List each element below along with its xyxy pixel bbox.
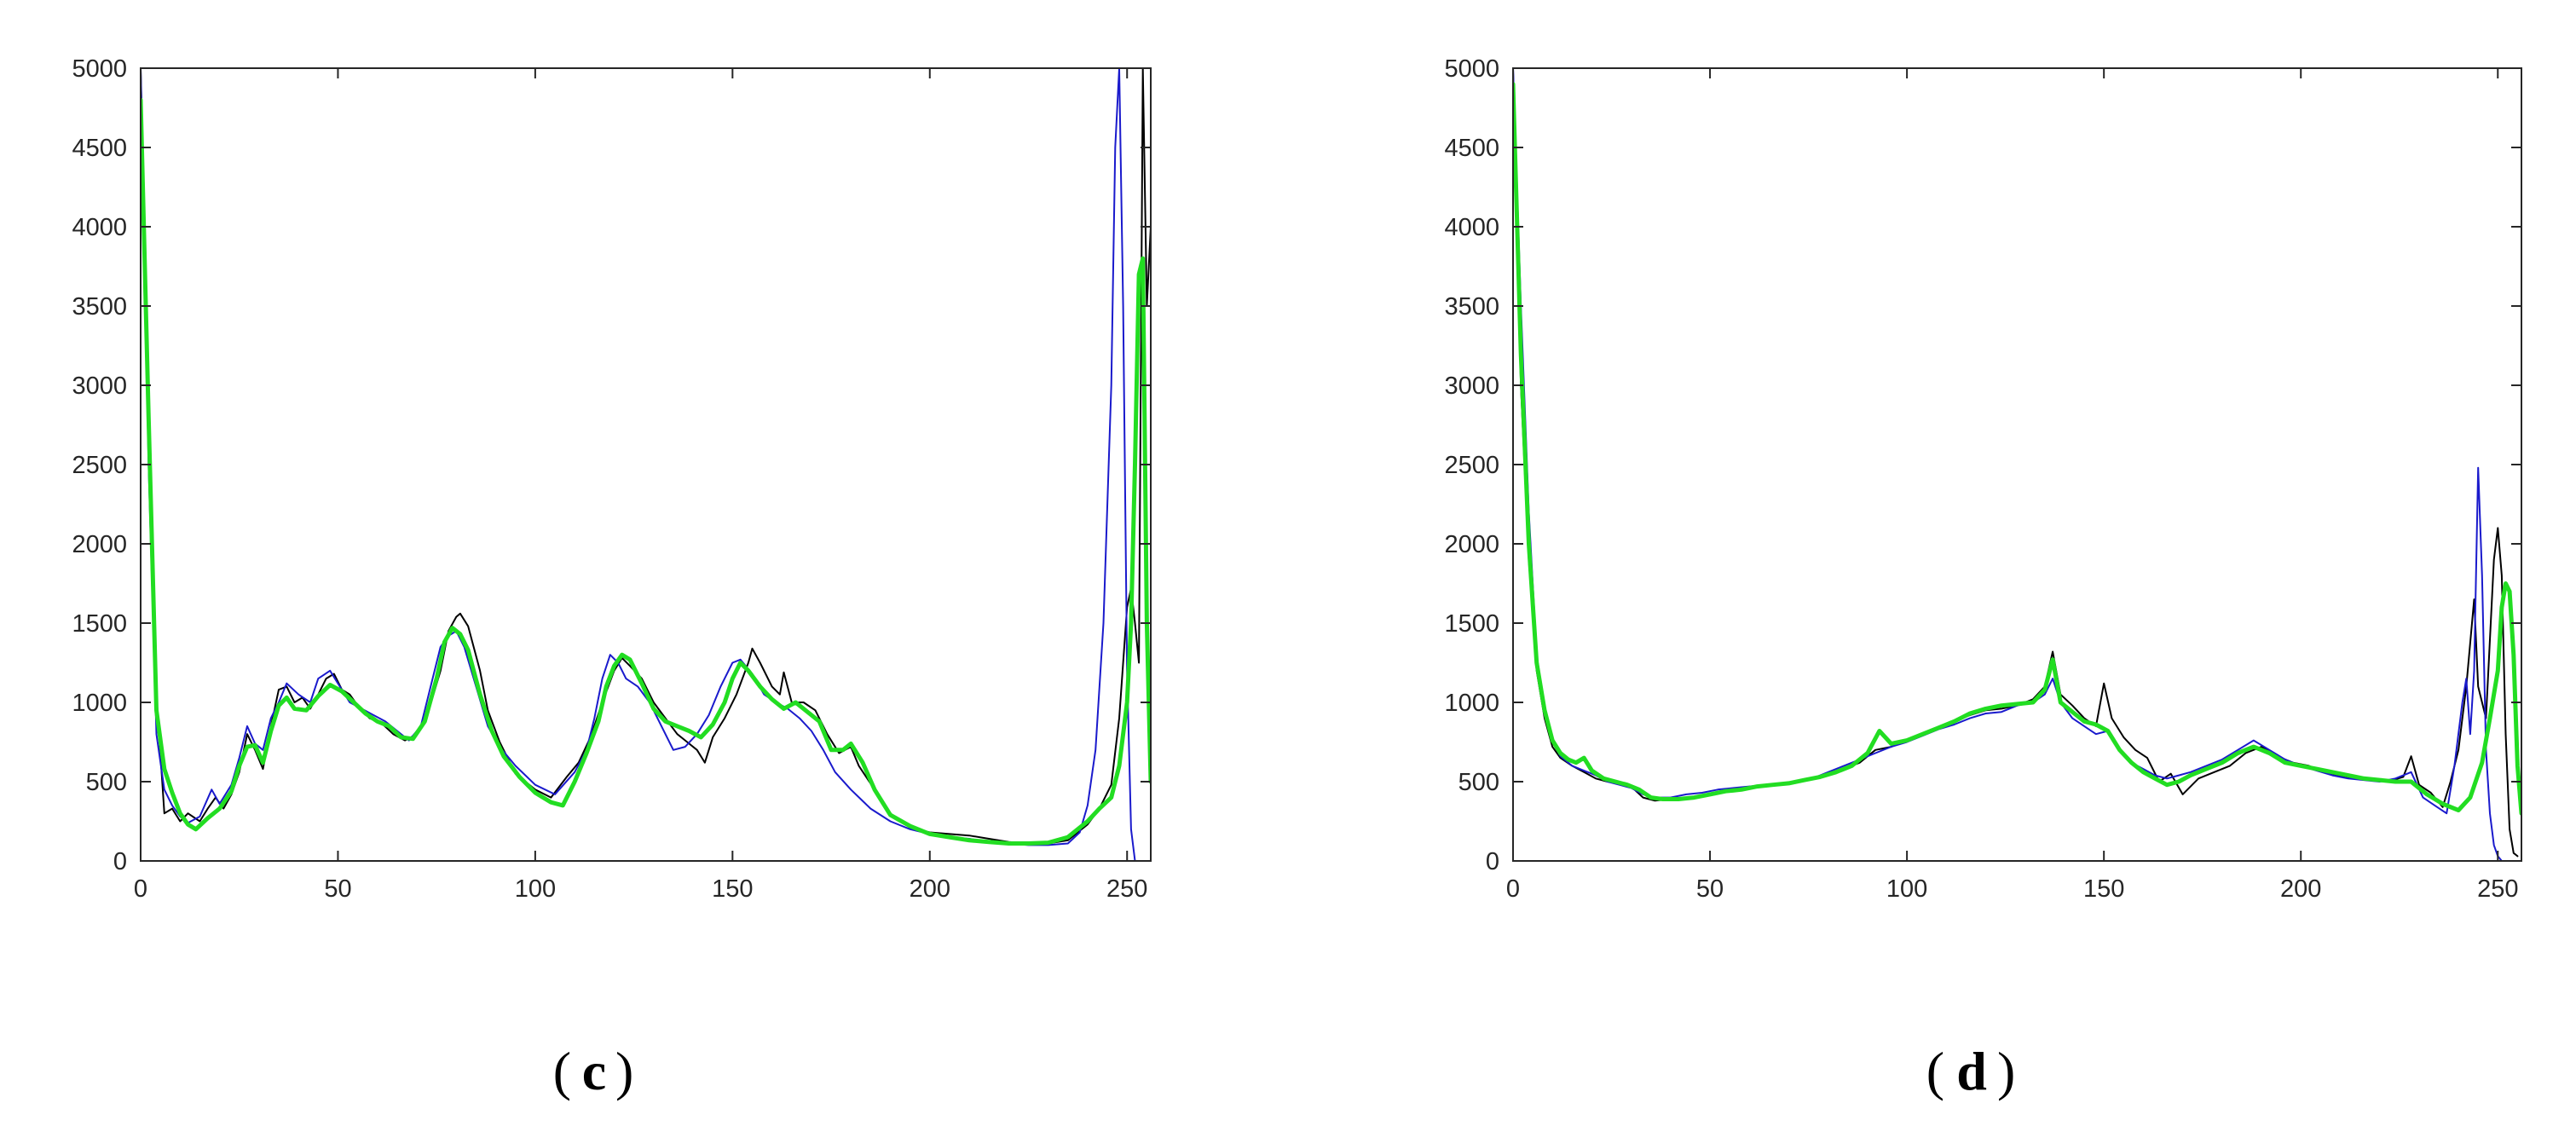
- y-tick-label: 1500: [1444, 610, 1499, 638]
- x-tick-label: 150: [712, 875, 753, 903]
- y-tick-label: 5000: [1444, 55, 1499, 83]
- y-tick-label: 1000: [72, 690, 127, 717]
- y-tick-label: 4000: [72, 214, 127, 241]
- y-tick-label: 4000: [1444, 214, 1499, 241]
- y-tick-label: 4500: [1444, 135, 1499, 162]
- chart-panel-c: 0 50 100 150 200 2500500100015002000250030003…: [72, 55, 1152, 903]
- y-tick-label: 0: [113, 848, 127, 875]
- y-tick-label: 3000: [1444, 373, 1499, 400]
- x-tick-label: 100: [515, 875, 556, 903]
- x-tick-label: 200: [2280, 875, 2321, 903]
- x-tick-label: 50: [1696, 875, 1724, 903]
- x-tick-label: 150: [2083, 875, 2124, 903]
- caption-d-open-paren: (: [1926, 1041, 1944, 1101]
- x-tick-label: 0: [134, 875, 147, 903]
- y-tick-label: 3000: [72, 373, 127, 400]
- series-line-1: [1513, 68, 2519, 858]
- y-tick-label: 4500: [72, 135, 127, 162]
- y-tick-label: 2500: [1444, 452, 1499, 479]
- caption-d: d: [1956, 1041, 1987, 1101]
- x-tick-label: 200: [910, 875, 950, 903]
- series-line-3: [1513, 82, 2521, 816]
- series-line-3: [141, 97, 1151, 846]
- y-tick-label: 3500: [72, 293, 127, 321]
- y-tick-label: 0: [1486, 848, 1499, 875]
- y-tick-label: 5000: [72, 55, 127, 83]
- y-tick-label: 2000: [1444, 531, 1499, 558]
- y-tick-label: 2500: [72, 452, 127, 479]
- x-tick-label: 50: [324, 875, 351, 903]
- plot-area: [141, 68, 1151, 861]
- x-tick-label: 100: [1886, 875, 1927, 903]
- caption-c: c: [582, 1041, 606, 1101]
- y-tick-label: 1500: [72, 610, 127, 638]
- y-tick-label: 2000: [72, 531, 127, 558]
- chart-panel-d: 0 50 100 150 200 2500500100015002000250030003…: [1444, 55, 2522, 903]
- caption-c-close-paren: ): [615, 1041, 633, 1101]
- x-tick-label: 0: [1506, 875, 1520, 903]
- y-tick-label: 500: [1458, 769, 1499, 796]
- y-tick-label: 500: [86, 769, 127, 796]
- y-tick-label: 1000: [1444, 690, 1499, 717]
- y-tick-label: 3500: [1444, 293, 1499, 321]
- plot-area: [1513, 68, 2521, 861]
- caption-c-open-paren: (: [553, 1041, 571, 1101]
- caption-d-close-paren: ): [1997, 1041, 2015, 1101]
- x-tick-label: 250: [2477, 875, 2518, 903]
- x-tick-label: 250: [1106, 875, 1147, 903]
